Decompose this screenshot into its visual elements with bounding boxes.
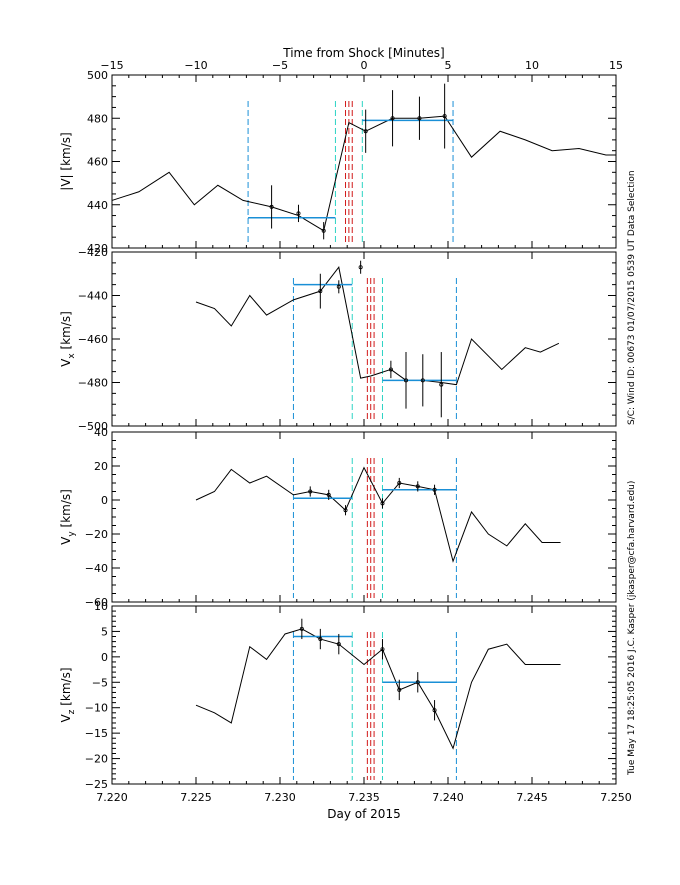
y-tick-label: 5 bbox=[101, 625, 108, 638]
x-tick-label: 7.245 bbox=[516, 791, 548, 804]
y-tick-label: 460 bbox=[87, 156, 108, 169]
x-tick-label: 7.230 bbox=[264, 791, 296, 804]
y-tick-label: −15 bbox=[85, 727, 108, 740]
y-tick-label: 440 bbox=[87, 199, 108, 212]
x-tick-label: 7.240 bbox=[432, 791, 464, 804]
data-point bbox=[296, 211, 301, 216]
top-tick-label: −15 bbox=[100, 59, 123, 72]
y-tick-label: −60 bbox=[85, 596, 108, 609]
y-tick-label: −20 bbox=[85, 528, 108, 541]
data-point bbox=[432, 487, 437, 492]
data-point bbox=[363, 129, 368, 134]
data-point bbox=[439, 382, 444, 387]
top-axis-title: Time from Shock [Minutes] bbox=[282, 46, 444, 60]
x-tick-label: 7.225 bbox=[180, 791, 212, 804]
data-point bbox=[318, 637, 323, 642]
y-tick-label: −440 bbox=[78, 290, 108, 303]
data-point bbox=[415, 680, 420, 685]
y-tick-label: 0 bbox=[101, 651, 108, 664]
data-point bbox=[380, 501, 385, 506]
data-point bbox=[318, 289, 323, 294]
y-tick-label: −420 bbox=[78, 246, 108, 259]
panel-frame bbox=[111, 605, 617, 785]
panel-frame bbox=[111, 251, 617, 427]
y-tick-label: −25 bbox=[85, 778, 108, 791]
top-tick-label: 10 bbox=[525, 59, 539, 72]
series-line bbox=[195, 266, 560, 386]
panel-2: −500 −480 −460 −440 −420 Vx [km/s] bbox=[59, 246, 617, 433]
top-tick-label: 5 bbox=[445, 59, 452, 72]
y-tick-label: 420 bbox=[87, 242, 108, 255]
data-point bbox=[442, 114, 447, 119]
data-point bbox=[308, 489, 313, 494]
panel-1: 420 440 460 480 500 |V| [km/s] bbox=[59, 69, 617, 255]
y-tick-label: −40 bbox=[85, 562, 108, 575]
y-tick-label: −460 bbox=[78, 333, 108, 346]
y-tick-label: 40 bbox=[94, 426, 108, 439]
y-tick-label: 480 bbox=[87, 112, 108, 125]
panel-3: −60 −40 −20 0 20 40 Vy [km/s] bbox=[59, 426, 617, 609]
top-tick-label: 15 bbox=[609, 59, 623, 72]
bottom-day-axis: 7.220 7.225 7.230 7.235 7.240 7.245 7.250 bbox=[96, 791, 632, 804]
data-point bbox=[417, 116, 422, 121]
data-point bbox=[343, 508, 348, 513]
side-label-upper: S/C: Wind ID: 00673 01/07/2015 0539 UT D… bbox=[627, 170, 637, 425]
data-point bbox=[390, 116, 395, 121]
data-point bbox=[336, 642, 341, 647]
data-point bbox=[336, 284, 341, 289]
data-point bbox=[326, 492, 331, 497]
y-tick-label: −5 bbox=[92, 676, 108, 689]
data-point bbox=[299, 626, 304, 631]
y-tick-label: −20 bbox=[85, 753, 108, 766]
y-tick-label: 10 bbox=[94, 600, 108, 613]
y-tick-label: −10 bbox=[85, 702, 108, 715]
panel-frame bbox=[111, 74, 617, 249]
data-point bbox=[358, 265, 363, 270]
data-point bbox=[403, 378, 408, 383]
data-point bbox=[397, 687, 402, 692]
side-label-lower: Tue May 17 18:25:05 2016 J.C. Kasper (jk… bbox=[627, 481, 637, 776]
series-line bbox=[195, 466, 561, 563]
y-tick-label: −500 bbox=[78, 420, 108, 433]
y-axis-label: Vz [km/s] bbox=[59, 667, 77, 722]
x-tick-label: 7.220 bbox=[96, 791, 128, 804]
top-time-axis: −15 −10 −5 0 5 10 15 bbox=[100, 59, 623, 82]
top-tick-label: −10 bbox=[184, 59, 207, 72]
data-point bbox=[397, 480, 402, 485]
panel-4: −25 −20 −15 −10 −5 0 5 10 Vz [km/s] bbox=[59, 600, 617, 791]
y-axis-label: Vx [km/s] bbox=[59, 311, 77, 367]
y-axis-label: Vy [km/s] bbox=[59, 489, 77, 545]
x-tick-label: 7.250 bbox=[600, 791, 632, 804]
data-point bbox=[380, 647, 385, 652]
bottom-axis-title: Day of 2015 bbox=[327, 807, 400, 821]
y-tick-label: 500 bbox=[87, 69, 108, 82]
series-line bbox=[111, 115, 616, 232]
data-point bbox=[432, 708, 437, 713]
y-tick-label: 20 bbox=[94, 460, 108, 473]
series-line bbox=[195, 628, 561, 750]
data-point bbox=[420, 378, 425, 383]
data-point bbox=[269, 204, 274, 209]
top-tick-label: −5 bbox=[272, 59, 288, 72]
data-point bbox=[321, 228, 326, 233]
y-tick-label: −480 bbox=[78, 377, 108, 390]
data-point bbox=[415, 484, 420, 489]
data-point bbox=[388, 367, 393, 372]
top-tick-label: 0 bbox=[361, 59, 368, 72]
y-axis-label: |V| [km/s] bbox=[59, 132, 73, 190]
x-tick-label: 7.235 bbox=[348, 791, 380, 804]
y-tick-label: 0 bbox=[101, 494, 108, 507]
panel-frame bbox=[111, 431, 617, 603]
